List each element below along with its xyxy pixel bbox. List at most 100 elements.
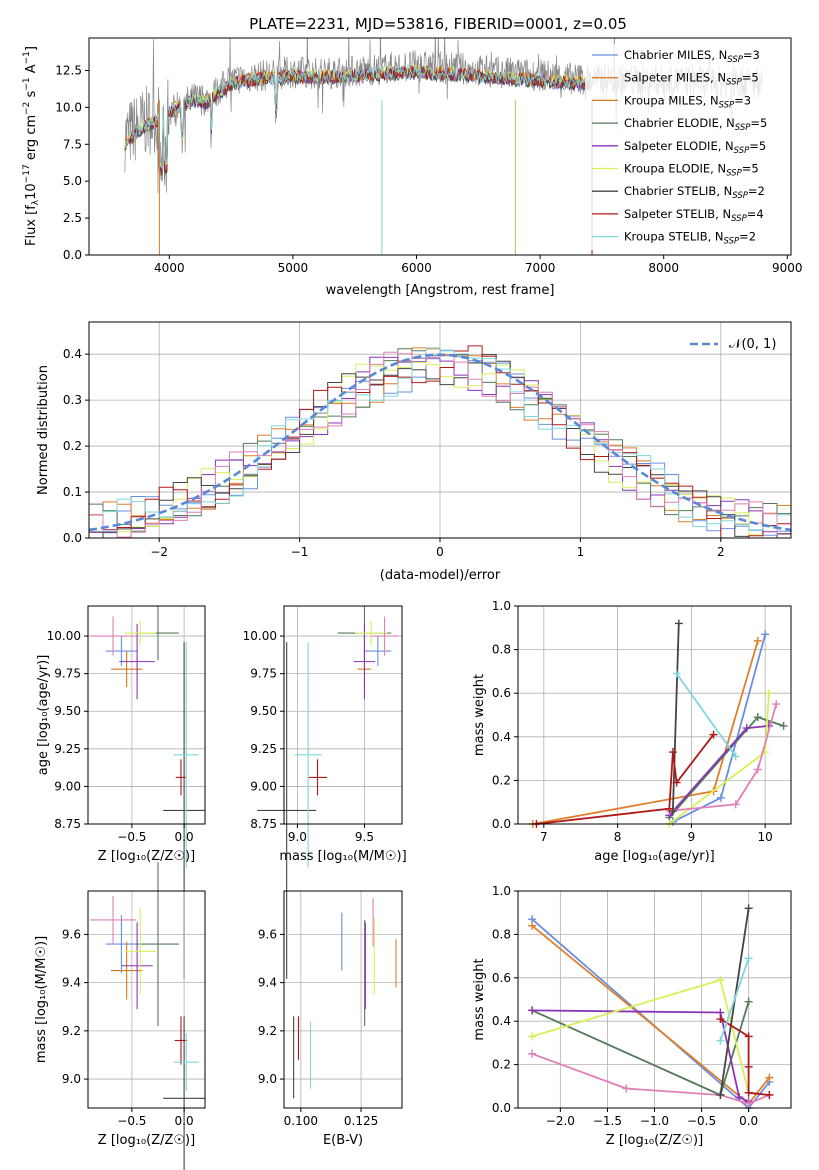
spectrum-xtick-label: 8000 — [648, 261, 679, 275]
legend-sub: SSP — [732, 191, 748, 201]
weight-marker-5-1 — [622, 1084, 631, 1093]
xlabel: Z [log₁₀(Z/Z☉)] — [606, 1133, 703, 1148]
legend-value: =3 — [743, 48, 760, 62]
weight-marker-7-3 — [744, 1088, 753, 1097]
ytick-label: 9.00 — [250, 779, 277, 793]
histogram-ytick-label: 0.1 — [63, 485, 82, 499]
legend-label: Kroupa STELIB, NSSP=2 — [624, 230, 756, 247]
weight-marker-2-1 — [753, 713, 762, 722]
histogram-series-1 — [89, 347, 791, 525]
ytick-label: 10.00 — [47, 629, 81, 643]
weight-marker-3-2 — [735, 1093, 744, 1102]
legend-value: =5 — [749, 139, 766, 153]
mass-weight-vs-age-panel: 7 8 9 10 0.0 0.2 0.4 0.6 0.8 1.0 age [log₁₀(age/yr… — [472, 599, 792, 864]
spectrum-ytick-label: 5.0 — [63, 174, 82, 188]
weight-marker-2-2 — [744, 997, 753, 1006]
histogram-xtick-label: 0 — [436, 545, 444, 559]
xtick-label: 0.0 — [175, 830, 194, 844]
ytick-label: 10.00 — [243, 629, 277, 643]
ytick-label: 0.6 — [492, 971, 511, 985]
ytick-label: 9.0 — [258, 1072, 277, 1086]
xtick-label: −0.5 — [117, 830, 146, 844]
legend-sub: SSP — [734, 146, 750, 156]
ytick-label: 1.0 — [492, 884, 511, 898]
mass-vs-ebv-panel: 0.100 0.125 9.0 9.2 9.4 9.6 E(B-V) — [258, 890, 403, 1148]
legend-sub: SSP — [726, 169, 742, 179]
weight-marker-1-0 — [528, 921, 537, 930]
weight-marker-7-2 — [668, 748, 677, 757]
plot-content — [257, 606, 398, 979]
spectrum-legend-box — [585, 44, 785, 250]
weight-marker-1-2 — [753, 636, 762, 645]
histogram-ytick-label: 0.3 — [63, 393, 82, 407]
legend-label: Salpeter MILES, NSSP=5 — [624, 71, 759, 88]
ytick-label: 1.0 — [492, 599, 511, 613]
spectrum-xlabel: wavelength [Angstrom, rest frame] — [326, 283, 555, 298]
spectrum-ytick-label: 7.5 — [63, 137, 82, 151]
histogram-ytick-label: 0.4 — [63, 347, 82, 361]
ytick-label: 9.75 — [54, 667, 81, 681]
axes-frame — [283, 890, 403, 1109]
residual-histogram-panel: −2 −1 0 1 2 0.0 0.1 0.2 0.3 0.4 (data-model)/erro… — [36, 321, 792, 583]
weight-marker-5-1 — [731, 800, 740, 809]
xtick-label: −0.5 — [687, 1114, 716, 1128]
xtick-label: 9.0 — [288, 830, 307, 844]
ytick-label: 9.25 — [54, 742, 81, 756]
axes-frame — [87, 605, 206, 825]
weight-marker-3-1 — [742, 724, 751, 733]
ytick-label: 9.2 — [62, 1024, 81, 1038]
weight-marker-5-3 — [772, 700, 781, 709]
weight-marker-7-4 — [765, 1090, 774, 1099]
legend-value: =5 — [750, 116, 767, 130]
legend-label: Salpeter ELODIE, NSSP=5 — [624, 139, 766, 156]
plot-content — [528, 904, 774, 1112]
legend-label: Kroupa ELODIE, NSSP=5 — [624, 162, 759, 179]
legend-sub: SSP — [719, 100, 735, 110]
xtick-label: 10 — [758, 830, 773, 844]
xtick-label: −2.0 — [546, 1114, 575, 1128]
weight-marker-1-2 — [765, 1073, 774, 1082]
ytick-label: 9.4 — [62, 976, 81, 990]
legend-value: =2 — [748, 184, 765, 198]
histogram-xlabel: (data-model)/error — [380, 568, 501, 583]
spectrum-xtick-label: 6000 — [401, 261, 432, 275]
legend-sub: SSP — [731, 214, 747, 224]
ytick-label: 9.6 — [62, 927, 81, 941]
plot-content — [528, 619, 788, 828]
ytick-label: 9.75 — [250, 667, 277, 681]
ytick-label: 9.0 — [62, 1072, 81, 1086]
weight-marker-3-0 — [528, 1006, 537, 1015]
legend-value: =5 — [742, 162, 759, 176]
ylabel: mass [log₁₀(M/M☉)] — [34, 936, 49, 1063]
weight-marker-7-4 — [709, 730, 718, 739]
spectrum-ytick-label: 0.0 — [63, 248, 82, 262]
axes-frame — [87, 890, 206, 1109]
weight-series-3 — [532, 1009, 749, 1103]
spectrum-xtick-label: 7000 — [525, 261, 556, 275]
xtick-label: 7 — [540, 830, 548, 844]
ytick-label: 0.2 — [492, 773, 511, 787]
weight-marker-5-0 — [528, 1049, 537, 1058]
ytick-label: 0.4 — [492, 1014, 511, 1028]
ytick-label: 9.50 — [54, 704, 81, 718]
weight-marker-7-3 — [672, 778, 681, 787]
ytick-label: 9.50 — [250, 704, 277, 718]
ytick-label: 0.2 — [492, 1058, 511, 1072]
histogram-xtick-label: 2 — [717, 545, 725, 559]
spectrum-legend: Chabrier MILES, NSSP=3 Salpeter MILES, NS… — [585, 44, 785, 250]
weight-series-8 — [719, 958, 750, 1041]
ytick-label: 8.75 — [54, 817, 81, 831]
axes-frame — [283, 605, 403, 825]
histogram-xtick-label: 1 — [577, 545, 585, 559]
legend-value: =2 — [739, 230, 756, 244]
age-vs-mass-panel: 9.0 9.5 8.75 9.00 9.25 9.50 9.75 10.00 mass [log… — [243, 605, 407, 979]
ytick-label: 0.8 — [492, 927, 511, 941]
spectrum-xtick-label: 9000 — [772, 261, 803, 275]
spectrum-ytick-label: 2.5 — [63, 211, 82, 225]
weight-marker-4-1 — [716, 975, 725, 984]
legend-label: Chabrier MILES, NSSP=3 — [624, 48, 760, 65]
legend-label: Salpeter STELIB, NSSP=4 — [624, 207, 764, 224]
xlabel: Z [log₁₀(Z/Z☉)] — [98, 1133, 195, 1148]
figure-title: PLATE=2231, MJD=53816, FIBERID=0001, z=0… — [249, 15, 627, 33]
